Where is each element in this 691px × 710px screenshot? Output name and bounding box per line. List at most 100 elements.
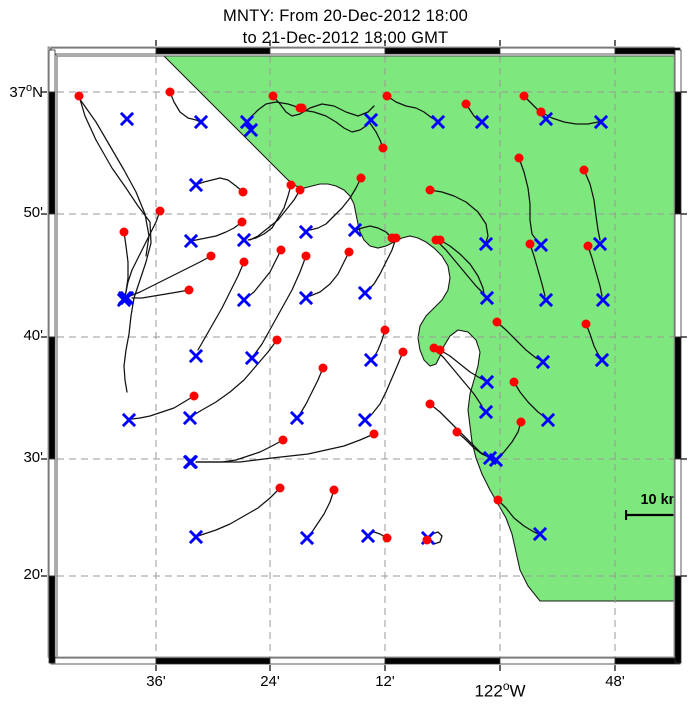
drifter-start-marker [238, 187, 248, 197]
x-tick-label-0: 36' [146, 673, 166, 690]
drifter-start-marker [391, 233, 401, 243]
title-line-1: MNTY: From 20-Dec-2012 18:00 [223, 7, 468, 25]
drifter-start-marker [206, 251, 216, 261]
frame-band-right [674, 91, 682, 215]
drifter-end-marker [357, 285, 373, 301]
x-tick-label-3: 122oW [474, 679, 526, 701]
frame-band-bottom [384, 657, 501, 665]
drifter-start-marker [239, 257, 249, 267]
drifter-start-marker [398, 347, 408, 357]
drifter-end-marker [121, 412, 137, 428]
drifter-track [191, 339, 278, 417]
drifter-start-marker [519, 91, 529, 101]
drifter-end-marker [188, 348, 204, 364]
drifter-start-marker [184, 285, 194, 295]
map-plot-area[interactable]: 10 km [41, 40, 687, 671]
drifter-start-marker [380, 325, 390, 335]
drifter-track [78, 97, 150, 257]
drifter-start-marker [276, 245, 286, 255]
drifter-start-marker [452, 427, 462, 437]
drifter-start-marker [429, 343, 439, 353]
drifter-start-marker [275, 483, 285, 493]
drifter-start-marker [382, 533, 392, 543]
drifter-start-marker [329, 485, 339, 495]
drifter-start-marker [461, 99, 471, 109]
frame-band-right [674, 458, 682, 577]
drifter-start-marker [189, 391, 199, 401]
drifter-start-marker [155, 206, 165, 216]
drifter-start-marker [514, 153, 524, 163]
drifter-end-marker [183, 233, 199, 249]
drifter-start-marker [369, 429, 379, 439]
frame-band-left [48, 575, 56, 664]
drifter-track [249, 189, 301, 241]
drifter-track [131, 395, 195, 420]
drifter-track [245, 249, 282, 299]
title-line-2: to 21-Dec-2012 18:00 GMT [242, 29, 449, 47]
frame-band-left [48, 91, 56, 215]
map-svg [57, 56, 674, 657]
drifter-start-marker [516, 417, 526, 427]
drifter-end-marker [182, 410, 198, 426]
drifter-start-marker [378, 143, 388, 153]
drifter-start-marker [268, 91, 278, 101]
drifter-end-marker [298, 224, 314, 240]
drifter-end-marker [188, 177, 204, 193]
land-mass [163, 56, 674, 602]
drifter-start-marker [295, 185, 305, 195]
drifter-start-marker [356, 173, 366, 183]
drifter-track [129, 255, 212, 297]
drifter-start-marker [509, 377, 519, 387]
y-tick-label-1: 50' [23, 204, 43, 221]
drifter-end-marker [244, 350, 260, 366]
drifter-start-marker [536, 107, 546, 117]
drifter-track [309, 251, 350, 297]
scale-bar: 10 km [625, 492, 674, 521]
x-tick-label-1: 24' [260, 673, 280, 690]
drifter-end-marker [363, 352, 379, 368]
scale-bar-label: 10 km [640, 492, 674, 508]
drifter-start-marker [579, 165, 589, 175]
frame-band-bottom [269, 657, 386, 665]
drifter-start-marker [581, 319, 591, 329]
drifter-end-marker [360, 528, 376, 544]
frame-band-right [674, 336, 682, 460]
frame-band-right [674, 49, 682, 93]
chart-title: MNTY: From 20-Dec-2012 18:00 to 21-Dec-2… [0, 5, 691, 49]
drifter-end-marker [299, 530, 315, 546]
drifter-track [190, 221, 243, 242]
drifter-end-marker [188, 529, 204, 545]
y-tick-label-4: 20' [23, 566, 43, 583]
drifter-end-marker [357, 412, 373, 428]
drifter-start-marker [74, 91, 84, 101]
frame-band-left [48, 336, 56, 460]
drifter-start-marker [272, 335, 282, 345]
drifter-track [197, 177, 244, 193]
frame-band-left [48, 458, 56, 577]
drifter-start-marker [165, 87, 175, 97]
drifter-start-marker [237, 217, 247, 227]
frame-band-bottom [614, 657, 681, 665]
drifter-track [299, 367, 324, 415]
drifter-start-marker [286, 180, 296, 190]
frame-band-bottom [155, 657, 271, 665]
drifter-start-marker [492, 317, 502, 327]
drifter-end-marker [119, 111, 135, 127]
y-tick-label-3: 30' [23, 449, 43, 466]
drifter-track [123, 231, 129, 300]
drifter-start-marker [119, 227, 129, 237]
drifter-start-marker [422, 535, 432, 545]
drifter-start-marker [425, 185, 435, 195]
x-tick-label-2: 12' [375, 673, 395, 690]
drifter-track [371, 351, 404, 415]
y-tick-label-0: 37oN [9, 82, 43, 101]
drifter-end-marker [298, 290, 314, 306]
frame-band-bottom [499, 657, 616, 665]
frame-band-bottom [50, 657, 157, 665]
drifter-end-marker [183, 454, 199, 470]
drifter-track [309, 489, 335, 536]
x-tick-label-4: 48' [605, 673, 625, 690]
drifter-end-marker [289, 410, 305, 426]
frame-band-left [48, 213, 56, 338]
